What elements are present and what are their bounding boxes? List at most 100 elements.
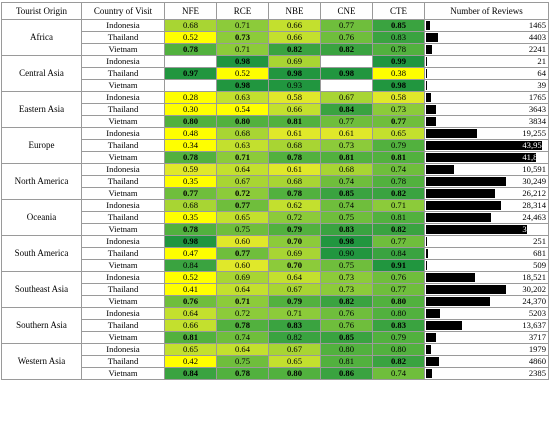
country-of-visit-cell: Vietnam: [81, 331, 165, 344]
cte-value-cell: 0.79: [372, 139, 425, 152]
country-of-visit-cell: Indonesia: [81, 235, 165, 248]
nfe-value-cell: 0.48: [164, 127, 217, 140]
cne-value-cell: 0.84: [320, 103, 373, 116]
rce-value-cell: 0.54: [216, 103, 269, 116]
number-of-reviews-cell: 1465: [424, 19, 549, 32]
reviews-bar: [426, 261, 427, 270]
cne-value-cell: [320, 79, 373, 92]
rce-value-cell: 0.63: [216, 91, 269, 104]
country-of-visit-cell: Thailand: [81, 355, 165, 368]
number-of-reviews-cell: 1765: [424, 91, 549, 104]
table-row: Thailand 0.41 0.64 0.67 0.73 0.77 30,202: [2, 283, 549, 296]
table-row: South America Indonesia 0.98 0.60 0.70 0.98 0.…: [1, 235, 549, 272]
cne-value-cell: 0.81: [320, 151, 373, 164]
number-of-reviews-cell: 681: [424, 247, 549, 260]
cne-value-cell: 0.83: [320, 223, 373, 236]
number-of-reviews-cell: 41,865: [424, 151, 549, 164]
reviews-bar: [426, 309, 440, 318]
nfe-value-cell: 0.28: [164, 91, 217, 104]
number-of-reviews-cell: 30,202: [424, 283, 549, 296]
cne-value-cell: 0.68: [320, 163, 373, 176]
nbe-value-cell: 0.82: [268, 43, 321, 56]
cne-value-cell: 0.76: [320, 31, 373, 44]
reviews-count-label: 5203: [528, 308, 546, 319]
tourist-origin-cell: North America: [1, 163, 82, 200]
cte-value-cell: 0.99: [372, 55, 425, 68]
number-of-reviews-cell: 24,370: [424, 295, 549, 308]
reviews-count-label: 64: [537, 68, 546, 79]
reviews-count-label: 509: [533, 260, 546, 271]
nfe-value-cell: 0.34: [164, 139, 217, 152]
number-of-reviews-cell: 3643: [424, 103, 549, 116]
tourist-origin-cell: Western Asia: [1, 343, 82, 380]
nbe-value-cell: 0.98: [268, 67, 321, 80]
reviews-bar: [426, 237, 427, 246]
rce-value-cell: 0.60: [216, 235, 269, 248]
nfe-value-cell: 0.42: [164, 355, 217, 368]
nbe-value-cell: 0.64: [268, 271, 321, 284]
nfe-value-cell: 0.81: [164, 331, 217, 344]
nfe-value-cell: 0.52: [164, 31, 217, 44]
reviews-count-label: 30,249: [522, 176, 546, 187]
country-of-visit-cell: Vietnam: [81, 43, 165, 56]
nbe-value-cell: 0.80: [268, 367, 321, 380]
tourist-origin-cell: Africa: [1, 19, 82, 56]
reviews-count-label: 4403: [528, 32, 546, 43]
reviews-bar: [426, 33, 438, 42]
rce-value-cell: 0.72: [216, 187, 269, 200]
reviews-count-label: 18,521: [522, 272, 546, 283]
cte-value-cell: 0.71: [372, 199, 425, 212]
nbe-value-cell: 0.66: [268, 19, 321, 32]
reviews-count-label: 28,314: [522, 200, 546, 211]
country-of-visit-cell: Thailand: [81, 319, 165, 332]
cne-value-cell: 0.75: [320, 211, 373, 224]
rce-value-cell: 0.52: [216, 67, 269, 80]
reviews-bar: [426, 153, 536, 162]
reviews-bar: [426, 213, 491, 222]
nfe-value-cell: 0.78: [164, 223, 217, 236]
reviews-bar: [426, 177, 506, 186]
reviews-bar: [426, 249, 428, 258]
rce-value-cell: 0.63: [216, 139, 269, 152]
header-cte: CTE: [372, 2, 425, 20]
nbe-value-cell: 0.70: [268, 259, 321, 272]
header-tourist-origin: Tourist Origin: [1, 2, 82, 20]
table-row: Thailand 0.97 0.52 0.98 0.98 0.38 64: [2, 67, 549, 80]
reviews-bar: [426, 333, 436, 342]
results-table-container: Tourist Origin Country of Visit NFE RCE …: [1, 2, 549, 380]
country-of-visit-cell: Indonesia: [81, 19, 165, 32]
tourist-origin-cell: Southern Asia: [1, 307, 82, 344]
reviews-bar: [426, 93, 431, 102]
country-of-visit-cell: Thailand: [81, 283, 165, 296]
cte-value-cell: 0.80: [372, 295, 425, 308]
nbe-value-cell: 0.69: [268, 55, 321, 68]
reviews-count-label: 24,463: [522, 212, 546, 223]
table-row: Thailand 0.52 0.73 0.66 0.76 0.83 4403: [2, 31, 549, 44]
cte-value-cell: 0.58: [372, 91, 425, 104]
number-of-reviews-cell: 509: [424, 259, 549, 272]
header-number-of-reviews: Number of Reviews: [424, 2, 549, 20]
nbe-value-cell: 0.69: [268, 247, 321, 260]
number-of-reviews-cell: 5203: [424, 307, 549, 320]
tourist-origin-cell: Europe: [1, 127, 82, 164]
number-of-reviews-cell: 21: [424, 55, 549, 68]
table-row: Western Asia Indonesia 0.65 0.64 0.67 0.80 0.8…: [1, 343, 549, 380]
nfe-value-cell: 0.80: [164, 115, 217, 128]
cte-value-cell: 0.77: [372, 115, 425, 128]
cne-value-cell: 0.76: [320, 307, 373, 320]
nfe-value-cell: 0.84: [164, 259, 217, 272]
cne-value-cell: 0.85: [320, 187, 373, 200]
table-row: Vietnam 0.77 0.72 0.78 0.85 0.82 26,212: [2, 187, 549, 200]
nbe-value-cell: 0.70: [268, 235, 321, 248]
header-country-of-visit: Country of Visit: [81, 2, 165, 20]
number-of-reviews-cell: 251: [424, 235, 549, 248]
table-row: Southern Asia Indonesia 0.64 0.72 0.71 0.76 0.…: [1, 307, 549, 344]
tourist-origin-cell: Central Asia: [1, 55, 82, 92]
table-row: Vietnam 0.78 0.71 0.78 0.81 0.81 41,865: [2, 151, 549, 164]
cne-value-cell: 0.82: [320, 295, 373, 308]
nbe-value-cell: 0.68: [268, 175, 321, 188]
cte-value-cell: 0.85: [372, 19, 425, 32]
country-of-visit-cell: Vietnam: [81, 115, 165, 128]
nfe-value-cell: 0.30: [164, 103, 217, 116]
table-row: North America Indonesia 0.59 0.64 0.61 0.68 0.…: [1, 163, 549, 200]
